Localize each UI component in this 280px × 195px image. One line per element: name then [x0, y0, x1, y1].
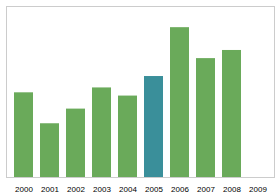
- svg-text:2008: 2008: [223, 185, 241, 194]
- svg-text:2000: 2000: [15, 185, 33, 194]
- svg-text:2002: 2002: [67, 185, 85, 194]
- svg-text:2004: 2004: [119, 185, 137, 194]
- svg-text:2007: 2007: [197, 185, 215, 194]
- svg-text:2003: 2003: [93, 185, 111, 194]
- svg-text:2006: 2006: [171, 185, 189, 194]
- svg-text:2005: 2005: [145, 185, 163, 194]
- svg-text:2009: 2009: [249, 185, 267, 194]
- svg-text:2001: 2001: [41, 185, 59, 194]
